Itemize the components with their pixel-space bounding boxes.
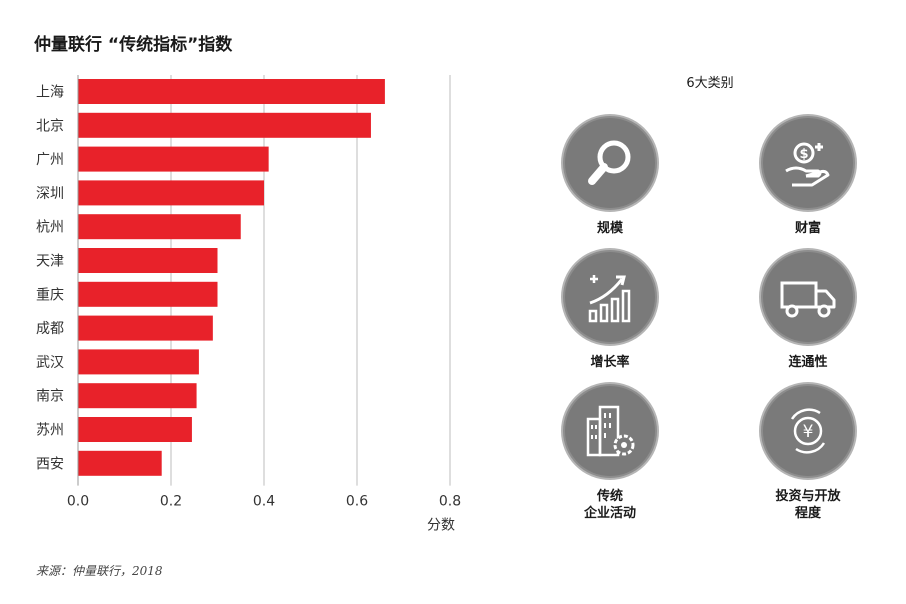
category-label: 西安 [36, 456, 64, 472]
category-label: 成都 [36, 321, 64, 337]
bar [78, 146, 269, 172]
chart-title: 仲量联行 “传统指标”指数 [34, 35, 233, 55]
bar [78, 180, 264, 206]
bar [78, 248, 218, 273]
category-growth: 增长率 [550, 252, 670, 371]
category-label: 武汉 [36, 355, 64, 371]
bar [78, 79, 385, 104]
x-tick-label: 0.8 [439, 494, 461, 510]
bar-chart: 0.0 0.2 0.4 0.6 0.8 上海北京广州深圳杭州天津重庆成都武汉南京苏州西安分… [36, 75, 461, 534]
bar [78, 349, 199, 375]
category-investment: ¥ 投资与开放 程度 [748, 386, 868, 522]
category-label: 规模 [596, 221, 623, 236]
category-label: 投资与开放 程度 [775, 489, 841, 521]
yuan-cycle-icon: ¥ [763, 386, 853, 476]
category-label: 重庆 [36, 287, 64, 303]
category-scale: 规模 [550, 118, 670, 237]
bar [78, 383, 197, 409]
svg-text:¥: ¥ [803, 422, 814, 442]
bar [78, 450, 162, 476]
growth-chart-icon [565, 252, 655, 342]
x-tick-label: 0.0 [67, 494, 89, 510]
source-note: 来源：仲量联行，2018 [36, 564, 163, 578]
category-label: 杭州 [36, 220, 64, 236]
truck-icon [763, 252, 853, 342]
category-label: 深圳 [36, 186, 64, 202]
category-label: 天津 [36, 254, 64, 270]
category-business-activity: 传统 企业活动 [550, 386, 670, 522]
category-connectivity: 连通性 [748, 252, 868, 371]
category-label: 广州 [36, 152, 64, 168]
category-label: 北京 [36, 118, 64, 134]
bar [78, 417, 192, 442]
category-wealth: $ 财富 [748, 118, 868, 237]
x-tick-label: 0.4 [253, 494, 275, 510]
category-label: 财富 [794, 221, 821, 236]
x-axis-label: 分数 [427, 518, 455, 534]
category-label: 苏州 [36, 423, 64, 439]
bar [78, 112, 371, 138]
x-tick-label: 0.2 [160, 494, 182, 510]
x-tick-label: 0.6 [346, 494, 368, 510]
money-hand-icon: $ [763, 118, 853, 208]
categories-title: 6大类别 [686, 76, 734, 91]
category-label: 南京 [36, 389, 64, 405]
category-label: 传统 企业活动 [583, 489, 636, 521]
magnifier-icon [565, 118, 655, 208]
category-label: 增长率 [590, 355, 630, 370]
category-label: 上海 [36, 85, 64, 101]
category-label: 连通性 [788, 355, 828, 370]
svg-text:$: $ [799, 147, 808, 162]
bar [78, 281, 218, 307]
building-gear-icon [565, 386, 655, 476]
bar [78, 214, 241, 240]
bar [78, 315, 213, 341]
